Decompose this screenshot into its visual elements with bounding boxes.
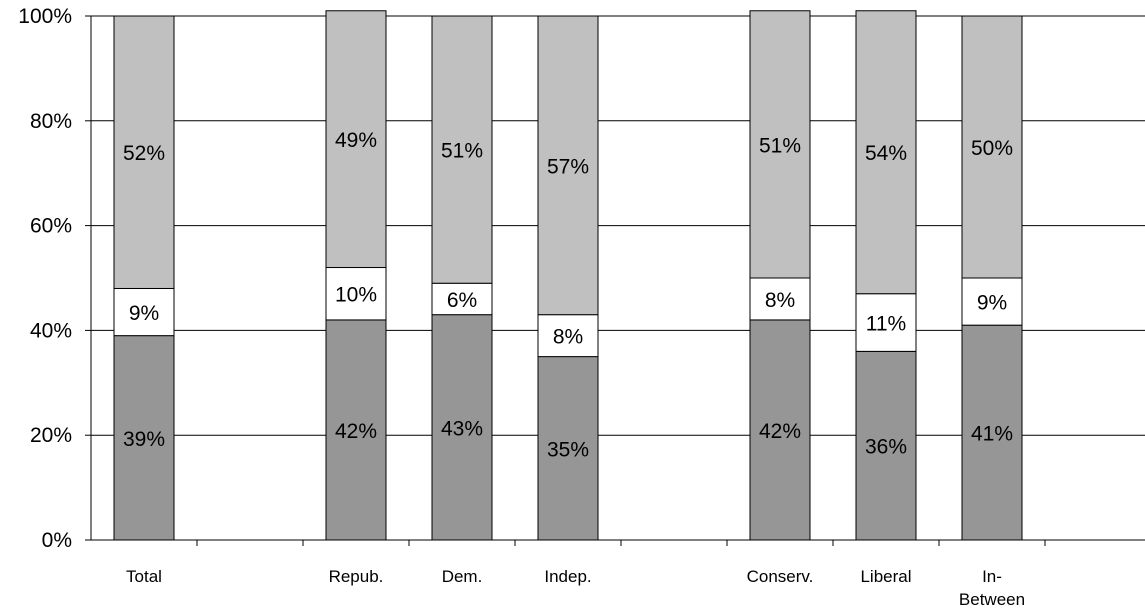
bars: [113, 10, 1023, 541]
x-category-label: Repub.: [329, 567, 384, 586]
data-label: 9%: [977, 292, 1007, 315]
x-category-label: Liberal: [860, 567, 911, 586]
data-labels: 39% 9% 52% 42% 10% 49% 43% 6% 51% 35% 8% 57% 42% 8% 51…: [123, 129, 1013, 461]
bar-segment: [961, 15, 1023, 279]
bar-segment: [113, 335, 175, 541]
data-label: 36%: [865, 436, 907, 459]
bar-segment: [749, 319, 811, 541]
y-tick-label: 40%: [30, 319, 72, 342]
bar-segment: [537, 356, 599, 541]
data-label: 51%: [759, 134, 801, 157]
axes: [85, 15, 1145, 546]
data-label: 35%: [547, 438, 589, 461]
data-label: 54%: [865, 142, 907, 165]
bar-segment: [855, 10, 917, 295]
bar-segment: [113, 15, 175, 289]
bar-segment: [537, 15, 599, 316]
bar-segment: [855, 350, 917, 541]
data-label: 49%: [335, 129, 377, 152]
bar-segment: [961, 324, 1023, 541]
data-label: 9%: [129, 302, 159, 325]
x-category-label: Dem.: [442, 567, 483, 586]
data-label: 51%: [441, 140, 483, 163]
data-label: 42%: [759, 420, 801, 443]
data-label: 10%: [335, 284, 377, 307]
y-tick-label: 20%: [30, 424, 72, 447]
data-label: 50%: [971, 137, 1013, 160]
x-axis-category-labels: Total Repub. Dem. Indep. Conserv. Liberal In-B…: [126, 567, 1025, 609]
bar-segment: [855, 293, 917, 352]
data-label: 8%: [553, 326, 583, 349]
data-label: 39%: [123, 428, 165, 451]
bar-segment: [961, 277, 1023, 326]
data-label: 57%: [547, 155, 589, 178]
x-category-label: Total: [126, 567, 162, 586]
data-label: 42%: [335, 420, 377, 443]
y-tick-label: 0%: [42, 529, 72, 552]
data-label: 52%: [123, 142, 165, 165]
bar-segment: [749, 10, 811, 279]
y-tick-label: 100%: [18, 5, 72, 28]
data-label: 6%: [447, 289, 477, 312]
bar-segment: [431, 282, 493, 316]
data-label: 11%: [866, 313, 906, 336]
data-label: 8%: [765, 289, 795, 312]
x-category-label: In-Between: [959, 567, 1025, 609]
y-axis-tick-labels: 0% 20% 40% 60% 80% 100%: [18, 5, 72, 552]
data-label: 41%: [971, 423, 1013, 446]
data-label: 43%: [441, 417, 483, 440]
bar-segment: [325, 10, 387, 269]
x-category-label: Conserv.: [747, 567, 814, 586]
bar-segment: [431, 314, 493, 541]
bar-segment: [113, 287, 175, 337]
y-tick-label: 60%: [30, 215, 72, 238]
bar-segment: [749, 277, 811, 321]
x-category-label: Indep.: [544, 567, 591, 586]
bar-segment: [431, 15, 493, 284]
y-tick-label: 80%: [30, 110, 72, 133]
